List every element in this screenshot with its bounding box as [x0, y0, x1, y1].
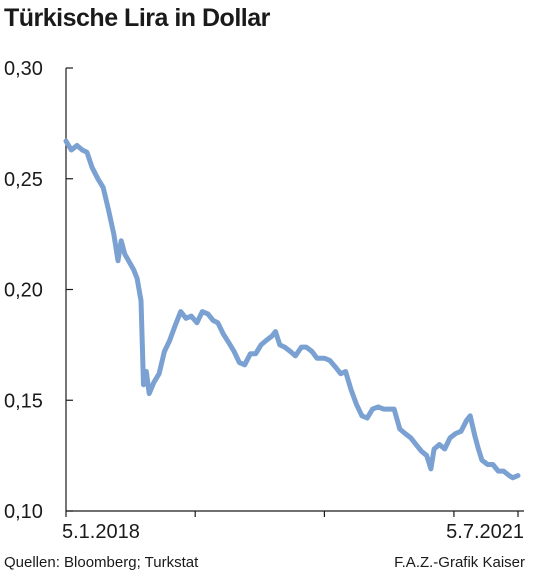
- y-tick-label: 0,25: [4, 169, 43, 191]
- y-tick-label: 0,30: [4, 58, 43, 80]
- series-line: [63, 138, 521, 481]
- x-tick-label: 5.1.2018: [62, 521, 140, 543]
- credit-note: F.A.Z.-Grafik Kaiser: [394, 554, 525, 571]
- x-tick-label: 5.7.2021: [446, 521, 524, 543]
- source-note: Quellen: Bloomberg; Turkstat: [4, 554, 199, 571]
- y-tick-label: 0,15: [4, 390, 43, 412]
- y-tick-label: 0,10: [4, 501, 43, 523]
- chart-axes: [65, 67, 524, 517]
- y-tick-labels: 0,10 0,15 0,20 0,25 0,30: [4, 58, 43, 523]
- y-tick-label: 0,20: [4, 280, 43, 302]
- series-group: [63, 138, 521, 481]
- chart-title: Türkische Lira in Dollar: [4, 4, 270, 32]
- x-tick-labels: 5.1.2018 5.7.2021: [62, 521, 524, 543]
